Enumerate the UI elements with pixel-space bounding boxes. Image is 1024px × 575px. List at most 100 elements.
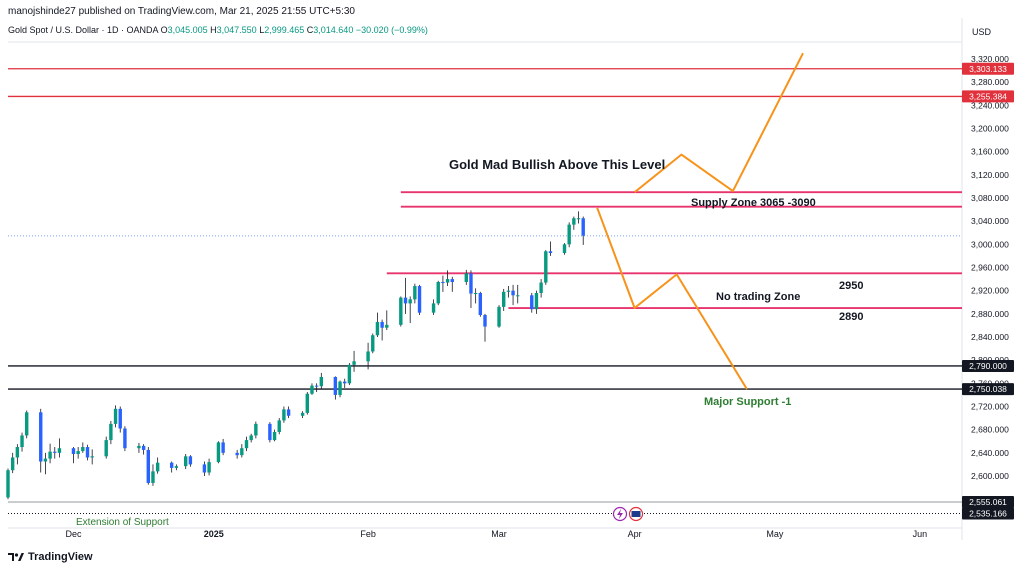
- candle-up: [497, 306, 501, 327]
- candle-up: [576, 218, 581, 220]
- candle-down: [343, 381, 347, 384]
- price-tick-label: 2,640.000: [971, 448, 1009, 458]
- candle-down: [286, 409, 291, 416]
- candle-up: [371, 335, 375, 352]
- bear-path: [596, 207, 748, 390]
- candle-down: [118, 408, 122, 429]
- candle-up: [445, 279, 450, 283]
- candle-down: [85, 447, 90, 458]
- candle-up: [436, 281, 440, 304]
- annotation-no-trading: No trading Zone: [716, 291, 800, 303]
- candle-up: [57, 448, 62, 453]
- price-tick-label: 2,720.000: [971, 402, 1009, 412]
- level-2555-tag-label: 2,555.061: [969, 497, 1007, 507]
- price-tick-label: 3,120.000: [971, 170, 1009, 180]
- candle-up: [516, 295, 520, 297]
- candle-up: [506, 290, 511, 292]
- candle-down: [333, 376, 338, 395]
- open-value: 3,045.005: [167, 25, 208, 35]
- candle-down: [450, 279, 454, 282]
- candle-up: [572, 218, 576, 225]
- candle-down: [53, 451, 57, 453]
- candle-up: [464, 273, 468, 282]
- candle-up: [385, 324, 389, 328]
- candle-down: [441, 281, 445, 283]
- price-tick-label: 3,320.000: [971, 54, 1009, 64]
- candle-down: [221, 442, 225, 453]
- level-2750-tag-label: 2,750.038: [969, 384, 1007, 394]
- bull-path: [633, 52, 804, 193]
- candle-up: [90, 456, 94, 458]
- candle-down: [581, 218, 585, 236]
- currency-label[interactable]: USD: [972, 27, 992, 37]
- candle-up: [375, 321, 380, 336]
- level-3255-tag: [962, 90, 1014, 103]
- time-tick-label: Jun: [913, 529, 928, 539]
- candle-down: [268, 423, 272, 441]
- us-flag-glyph-icon: [631, 511, 641, 517]
- annotation-bullish: Gold Mad Bullish Above This Level: [449, 157, 665, 172]
- candle-up: [254, 423, 258, 436]
- level-2750-tag: [962, 383, 1014, 396]
- brand-name: TradingView: [28, 551, 93, 563]
- candle-up: [305, 393, 309, 413]
- candle-up: [272, 431, 277, 441]
- time-tick-label: Mar: [491, 529, 507, 539]
- zones: [386, 191, 962, 309]
- level-2535-tag: [962, 507, 1014, 520]
- candle-up: [174, 466, 179, 468]
- candle-up: [431, 303, 436, 313]
- symbol-info: Gold Spot / U.S. Dollar · 1D · OANDA O3,…: [8, 25, 428, 35]
- level-2555-tag: [962, 496, 1014, 509]
- candles: [6, 211, 585, 500]
- candle-down: [530, 295, 534, 310]
- candle-down: [39, 412, 43, 462]
- tradingview-logo-icon: [8, 552, 24, 562]
- price-tick-label: 2,840.000: [971, 332, 1009, 342]
- event-markers: [612, 506, 644, 522]
- symbol-title: Gold Spot / U.S. Dollar · 1D · OANDA: [8, 25, 159, 35]
- candle-up: [25, 412, 29, 436]
- candle-up: [244, 440, 249, 449]
- candle-up: [207, 462, 211, 473]
- candle-up: [20, 435, 24, 448]
- candle-down: [511, 290, 515, 296]
- time-tick-label: May: [766, 529, 784, 539]
- price-tick-label: 3,040.000: [971, 216, 1009, 226]
- candle-up: [310, 385, 314, 394]
- publisher-info: manojshinde27 published on TradingView.c…: [8, 6, 355, 17]
- candle-down: [202, 464, 207, 473]
- candle-down: [71, 448, 76, 454]
- candle-up: [76, 451, 80, 454]
- candle-up: [319, 376, 324, 387]
- candle-down: [188, 456, 193, 465]
- annotations: Gold Mad Bullish Above This Level Supply …: [76, 157, 863, 528]
- candle-down: [469, 273, 473, 294]
- candle-up: [502, 291, 506, 307]
- level-3255-tag-label: 3,255.384: [969, 91, 1007, 101]
- tradingview-brand: TradingView: [8, 551, 93, 563]
- candle-up: [104, 440, 108, 457]
- time-tick-label: Feb: [360, 529, 376, 539]
- candle-up: [249, 435, 253, 441]
- candle-up: [137, 445, 141, 449]
- candle-up: [352, 361, 356, 365]
- annotation-major-support: Major Support -1: [704, 396, 791, 408]
- candle-down: [141, 445, 146, 450]
- annotation-2950: 2950: [839, 280, 863, 292]
- candle-down: [403, 297, 408, 304]
- level-3303-tag: [962, 62, 1014, 75]
- annotation-supply-zone: Supply Zone 3065 -3090: [691, 197, 816, 209]
- candle-up: [408, 299, 412, 304]
- level-2790-tag: [962, 359, 1014, 372]
- time-tick-label: 2025: [204, 529, 224, 539]
- price-axis: 3,320.000 3,280.000 3,240.000 3,200.000 3,16…: [971, 54, 1009, 481]
- time-axis: Dec 2025 Feb Mar Apr May Jun: [65, 529, 927, 539]
- candle-up: [113, 408, 118, 424]
- candle-down: [146, 449, 150, 483]
- change-value: −30.020 (−0.99%): [355, 25, 428, 35]
- price-tick-label: 3,160.000: [971, 147, 1009, 157]
- candle-up: [562, 244, 567, 254]
